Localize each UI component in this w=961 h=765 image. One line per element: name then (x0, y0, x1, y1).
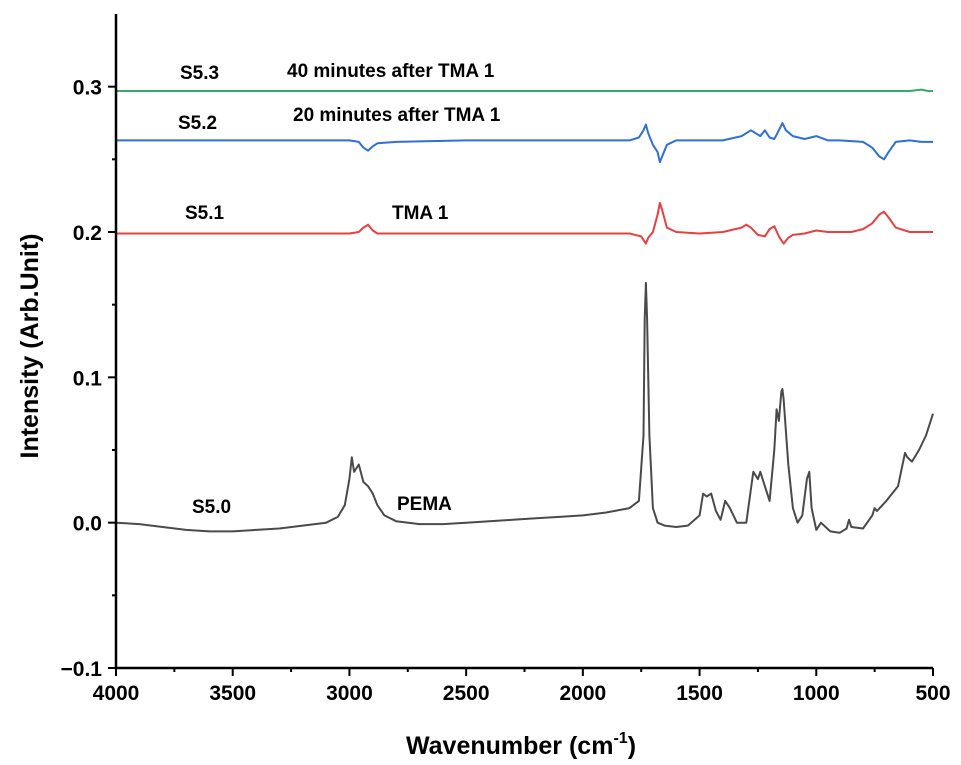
axes (114, 14, 933, 670)
x-tick-label: 1000 (793, 682, 840, 705)
series-name-label: S5.1 (185, 203, 225, 224)
series-annotation: 40 minutes after TMA 1 (287, 61, 495, 82)
x-tick-label: 2500 (443, 682, 490, 705)
y-tick-label: 0.0 (73, 513, 102, 536)
series-name-label: S5.0 (192, 497, 231, 518)
series-labels: S5.0 PEMA S5.1 TMA 1 S5.2 20 minutes after TM… (178, 61, 501, 518)
y-tick-label: 0.1 (73, 367, 103, 390)
x-tick-label: 3500 (209, 682, 256, 705)
series-annotation: TMA 1 (392, 203, 449, 224)
series-name-label: S5.2 (178, 113, 217, 134)
series-line-S5-0 (115, 281, 934, 534)
series-line-S5-2 (116, 122, 933, 164)
x-axis-title: Wavenumber (cm-1) (406, 730, 636, 760)
ticks: 4000 3500 3000 2500 2000 1500 1000 500 −0.1 0.0 0.… (61, 77, 951, 705)
y-tick-label: 0.3 (73, 77, 102, 100)
series-name-label: S5.3 (180, 63, 219, 84)
series-annotation: PEMA (397, 494, 452, 515)
x-axis-title-suffix: ) (628, 732, 636, 760)
x-tick-label: 1500 (676, 682, 723, 705)
y-tick-label: −0.1 (61, 658, 103, 681)
x-tick-label: 500 (915, 682, 950, 705)
series-annotation: 20 minutes after TMA 1 (293, 105, 501, 126)
x-tick-label: 2000 (559, 682, 606, 705)
x-tick-label: 3000 (326, 682, 373, 705)
x-axis-title-main: Wavenumber (cm (406, 732, 613, 760)
x-axis-title-superscript: -1 (613, 730, 627, 747)
x-tick-label: 4000 (93, 682, 140, 705)
plot-lines (115, 88, 934, 534)
series-line-S5-3 (116, 88, 933, 92)
y-axis-title: Intensity (Arb.Unit) (16, 234, 44, 459)
series-line-S5-1 (116, 201, 933, 245)
y-tick-label: 0.2 (73, 222, 102, 245)
